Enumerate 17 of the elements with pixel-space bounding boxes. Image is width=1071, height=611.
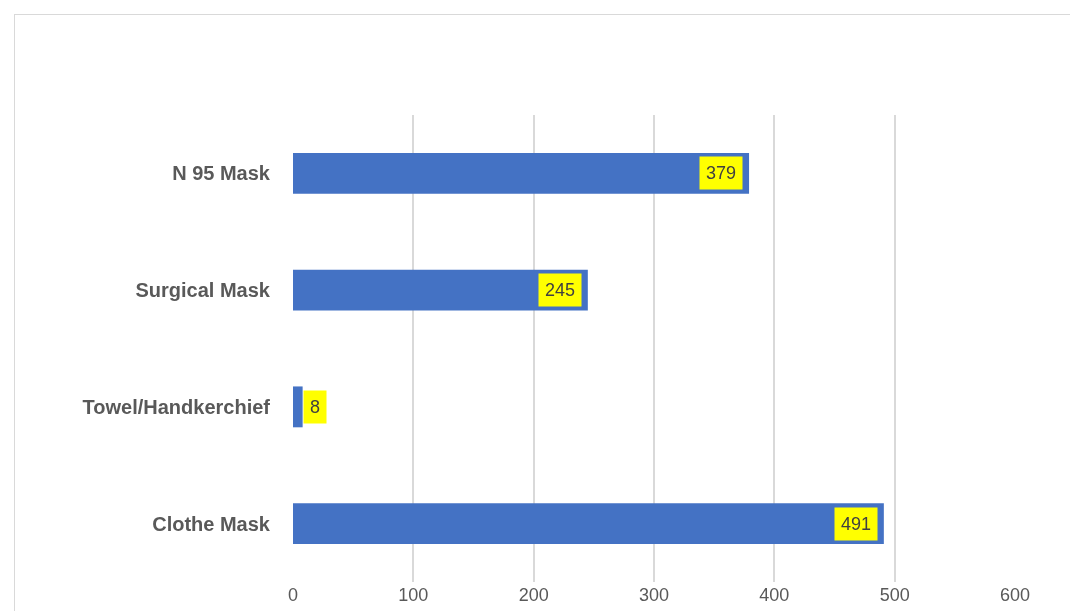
bar: [293, 152, 750, 194]
y-tick-label: Surgical Mask: [135, 279, 271, 302]
x-tick-label: 400: [759, 585, 790, 605]
x-tick-label: 300: [638, 585, 670, 605]
x-tick-label: 0: [287, 585, 299, 605]
x-tick-label: 600: [999, 585, 1031, 605]
y-tick-label: N 95 Mask: [172, 162, 271, 185]
data-label: 379: [706, 163, 737, 183]
x-tick-label: 500: [879, 585, 910, 605]
y-tick-label: Clothe Mask: [152, 512, 271, 535]
data-label: 245: [545, 280, 576, 300]
bar: [293, 503, 884, 545]
x-tick-label: 100: [398, 585, 429, 605]
data-label: 491: [841, 514, 872, 534]
data-label: 8: [310, 397, 321, 417]
y-tick-label: Towel/Handkerchief: [82, 395, 271, 418]
x-tick-label: 200: [518, 585, 549, 605]
